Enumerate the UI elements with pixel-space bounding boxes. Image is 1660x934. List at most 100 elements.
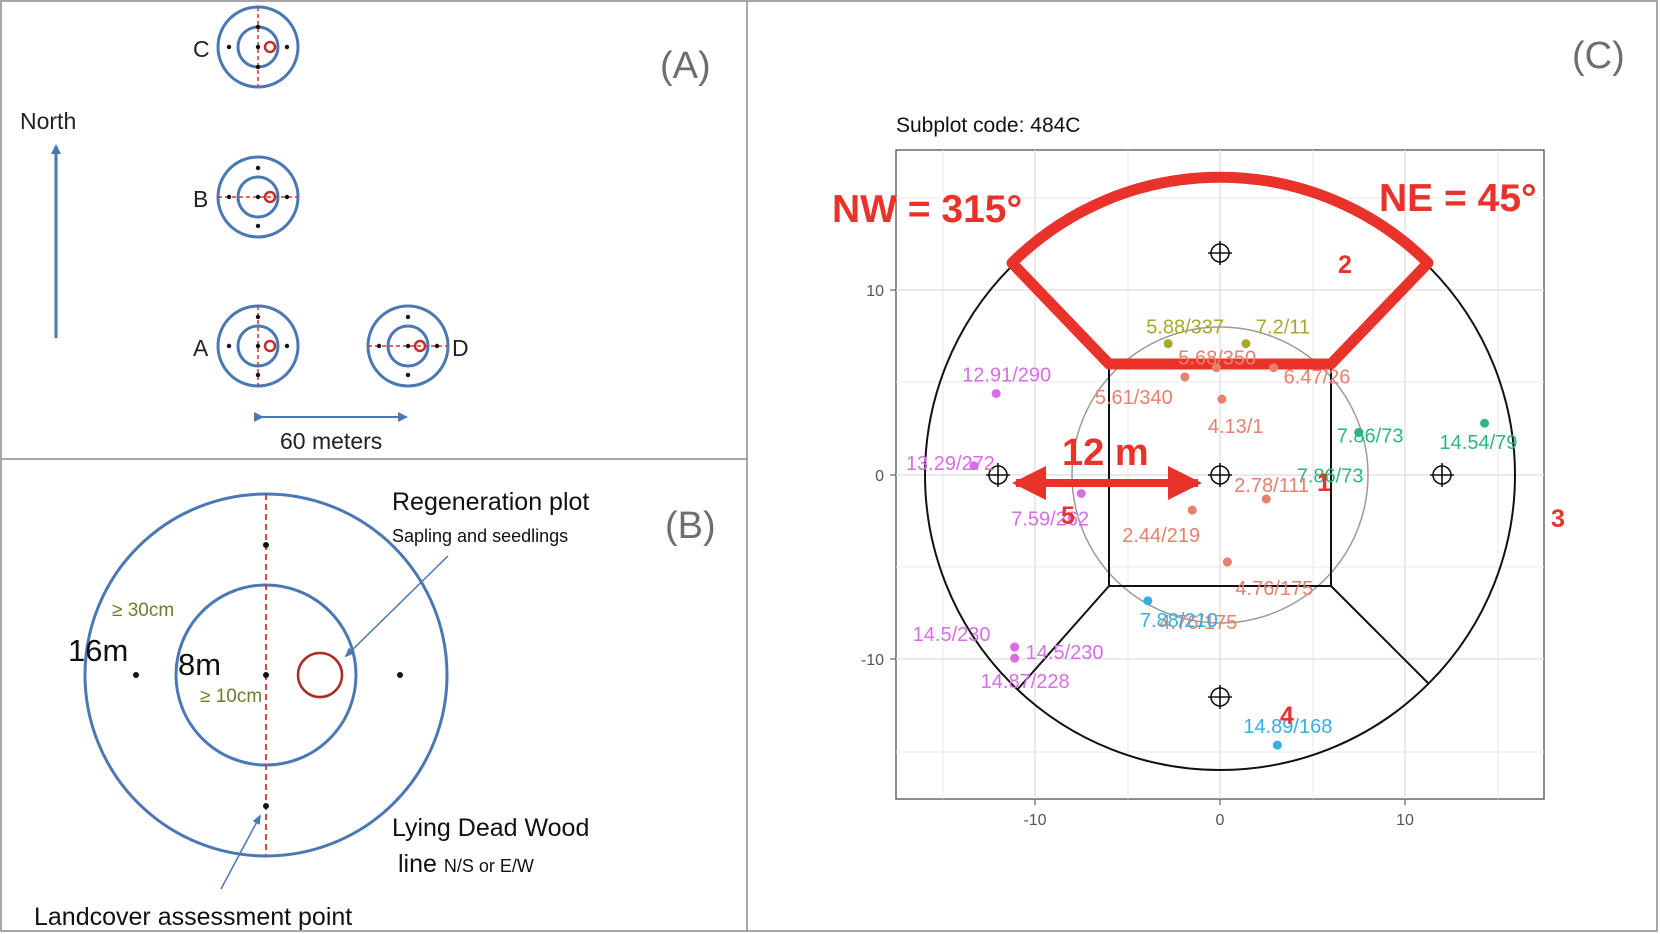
x-tick-label: 0 <box>1216 812 1225 829</box>
tree-point <box>1222 557 1232 567</box>
tree-point-label: 7.2/11 <box>1256 317 1310 339</box>
scale-label: 60 meters <box>280 428 382 454</box>
sector-number-5: 5 <box>1061 502 1075 530</box>
plot-b: B <box>193 155 300 239</box>
assessment-point-north <box>263 542 269 548</box>
y-tick-label: 10 <box>866 283 884 300</box>
subplot-code: Subplot code: 484C <box>896 114 1080 137</box>
crosshair-marker <box>1208 241 1232 265</box>
tree-point-label: 2.78/111 <box>1234 475 1309 497</box>
tree-point-label: 4.76/175 <box>1159 612 1237 634</box>
tree-point-label: 12.91/290 <box>962 365 1051 387</box>
tree-point <box>1272 740 1282 750</box>
crosshair-marker <box>1208 463 1232 487</box>
inner-dbh-label: ≥ 10cm <box>200 686 262 707</box>
assessment-point-east <box>397 672 403 678</box>
north-label: North <box>20 108 76 134</box>
tree-point-label: 14.5/230 <box>913 624 991 646</box>
tree-point-label: 7.86/73 <box>1297 465 1364 487</box>
tree-point-label: 14.89/168 <box>1243 716 1332 738</box>
tree-point <box>1010 653 1020 663</box>
y-tick-label: -10 <box>861 652 884 669</box>
landcover-label: Landcover assessment point <box>34 903 352 931</box>
assessment-point-south <box>263 803 269 809</box>
tree-point <box>1010 642 1020 652</box>
tree-point <box>1143 596 1153 606</box>
plot-d: D <box>366 304 469 388</box>
tree-point-label: 5.88/337 <box>1146 317 1224 339</box>
plot-c: C <box>193 5 300 89</box>
sector-number-2: 2 <box>1338 251 1352 279</box>
tree-point <box>1354 427 1364 437</box>
regen-subtitle: Sapling and seedlings <box>392 526 568 546</box>
sector-line-se <box>1330 585 1429 684</box>
assessment-point-center <box>263 672 269 678</box>
ne-label: NE = 45° <box>1379 177 1537 220</box>
tree-point <box>1180 372 1190 382</box>
tree-point <box>1187 505 1197 515</box>
tree-point-label: 2.44/219 <box>1122 525 1200 547</box>
deadwood-label-line1: Lying Dead Wood <box>392 814 589 842</box>
tree-point-label: 4.13/1 <box>1208 416 1264 438</box>
distance-label: 12 m <box>1062 432 1149 474</box>
y-tick-label: 0 <box>875 468 884 485</box>
nw-label: NW = 315° <box>832 188 1022 231</box>
crosshair-markers <box>986 241 1454 709</box>
regen-pointer <box>344 555 449 658</box>
crosshair-marker <box>1208 685 1232 709</box>
tree-point <box>1269 363 1279 373</box>
tree-point-label: 5.61/340 <box>1095 387 1173 409</box>
regen-title: Regeneration plot <box>392 488 589 516</box>
tree-point <box>969 461 979 471</box>
tree-points-layer: 5.88/337 7.2/115.68/350 6.47/26 5.61/340 4.1… <box>906 317 1517 750</box>
sector-number-4: 4 <box>1280 702 1294 730</box>
landcover-pointer <box>220 814 261 890</box>
tree-point-label: 14.87/228 <box>981 671 1070 693</box>
panel-c: (C) Subplot code: 484C 5.88/337 7.2 <box>832 35 1625 829</box>
tree-point <box>1217 394 1227 404</box>
tree-point-label: 14.5/230 <box>1026 642 1104 664</box>
tree-point <box>1241 339 1251 349</box>
plot-b-label: B <box>193 186 208 212</box>
tree-point-label: 7.88/210 <box>1140 610 1218 632</box>
outer-dbh-label: ≥ 30cm <box>112 600 174 621</box>
tree-point-label: 5.68/350 <box>1178 348 1256 370</box>
panel-b-letter: (B) <box>665 505 716 547</box>
assessment-point-west <box>133 672 139 678</box>
tree-point <box>1261 494 1271 504</box>
tree-point-label: 13.29/272 <box>906 453 995 475</box>
sector-number-1: 1 <box>1317 469 1331 497</box>
x-tick-label: 10 <box>1396 812 1414 829</box>
inner-radius-label: 8m <box>178 647 221 682</box>
y-axis: 10 0 -10 <box>861 283 896 669</box>
crosshair-marker <box>1430 463 1454 487</box>
tree-point <box>991 389 1001 399</box>
panel-c-letter: (C) <box>1572 35 1625 77</box>
regeneration-circle <box>296 651 344 699</box>
plot-d-label: D <box>452 335 469 361</box>
tree-point <box>1163 339 1173 349</box>
north-sector-outline <box>1006 171 1434 370</box>
panel-a: (A) North C B A <box>20 5 711 454</box>
tree-point-label: 7.86/73 <box>1337 425 1404 447</box>
tree-point-label: 7.59/262 <box>1011 509 1089 531</box>
panel-a-letter: (A) <box>660 45 711 87</box>
x-tick-label: -10 <box>1023 812 1046 829</box>
sector-number-3: 3 <box>1551 505 1565 533</box>
tree-point <box>1211 363 1221 373</box>
tree-point-label: 4.76/175 <box>1235 578 1313 600</box>
x-axis: -10 0 10 <box>1023 799 1414 829</box>
tree-point-label: 14.54/79 <box>1440 432 1518 454</box>
deadwood-label-line2: line N/S or E/W <box>398 850 534 878</box>
plot-a: A <box>193 304 300 388</box>
plot-a-label: A <box>193 335 209 361</box>
tree-point-label: 6.47/26 <box>1284 367 1351 389</box>
sector-line-sw <box>1016 585 1110 691</box>
crosshair-marker <box>986 463 1010 487</box>
plot-c-label: C <box>193 36 210 62</box>
tree-point <box>1480 418 1490 428</box>
outer-radius-label: 16m <box>68 633 128 668</box>
tree-point <box>1076 489 1086 498</box>
